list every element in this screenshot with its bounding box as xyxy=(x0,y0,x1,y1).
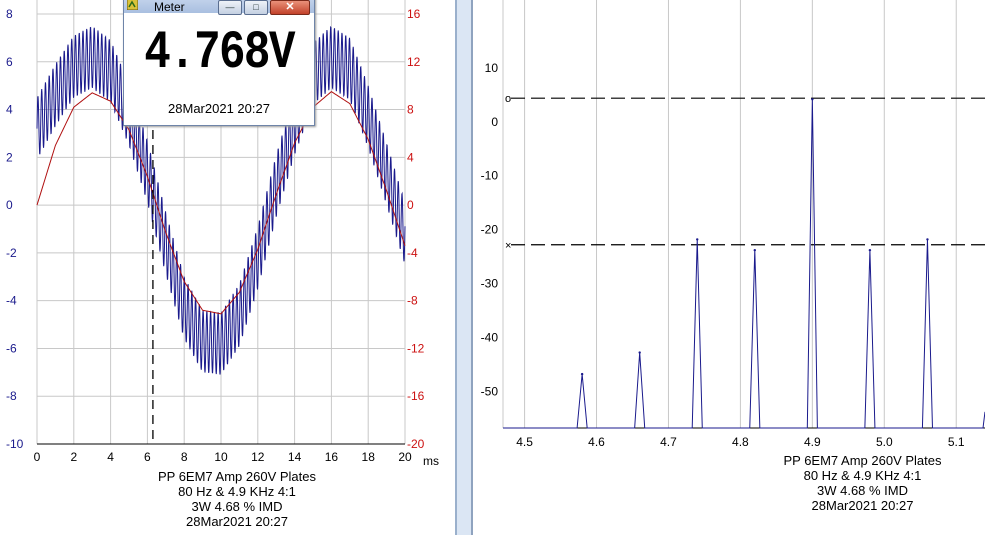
y-tick-label: -10 xyxy=(481,169,499,183)
right-y-tick-label: -12 xyxy=(407,341,425,355)
x-axis-unit: ms xyxy=(423,454,439,468)
right-y-tick-label: -4 xyxy=(407,246,418,260)
caption-line: 80 Hz & 4.9 KHz 4:1 xyxy=(178,484,296,499)
y-tick-label: 0 xyxy=(491,115,498,129)
left-y-tick-label: 0 xyxy=(6,198,13,212)
level-marker-symbol: × xyxy=(505,240,511,252)
right-y-tick-label: 4 xyxy=(407,150,414,164)
x-tick-label: 4.6 xyxy=(588,435,605,449)
spectrum-peak xyxy=(696,238,699,241)
spectrum-trace xyxy=(503,99,985,429)
left-y-tick-label: 2 xyxy=(6,150,13,164)
y-tick-label: -20 xyxy=(481,223,499,237)
meter-timestamp: 28Mar2021 20:27 xyxy=(168,101,270,116)
spectrum-peak xyxy=(753,248,756,252)
left-y-tick-label: 6 xyxy=(6,55,13,69)
x-tick-label: 6 xyxy=(144,450,151,464)
series-modulated-signal xyxy=(36,25,406,375)
minimize-button[interactable]: — xyxy=(218,0,242,15)
meter-window[interactable]: Meter — □ ✕ 4.768V 28Mar2021 20:27 xyxy=(123,0,315,126)
x-tick-label: 4.8 xyxy=(732,435,749,449)
x-tick-label: 0 xyxy=(34,450,41,464)
spectrum-chart: 10 0 -10 -20 -30 -40 -50 4.5 4.6 4.7 4.8 4.9 5.0 5.1 o… xyxy=(481,0,985,449)
x-tick-label: 10 xyxy=(214,450,228,464)
caption-line: 3W 4.68 % IMD xyxy=(816,483,909,498)
spectrum-peak xyxy=(811,98,814,101)
left-y-tick-label: -4 xyxy=(6,294,17,308)
x-tick-label: 4.5 xyxy=(516,435,533,449)
x-tick-label: 5.0 xyxy=(876,435,893,449)
y-tick-label: -40 xyxy=(481,330,499,344)
pane-splitter[interactable] xyxy=(455,0,475,535)
right-y-tick-label: -16 xyxy=(407,389,425,403)
caption-line: 28Mar2021 20:27 xyxy=(186,514,288,529)
close-button[interactable]: ✕ xyxy=(270,0,310,15)
x-tick-label: 8 xyxy=(181,450,188,464)
x-tick-label: 4.9 xyxy=(804,435,821,449)
spectrum-peak xyxy=(580,372,584,376)
time-chart-caption: PP 6EM7 Amp 260V Plates 80 Hz & 4.9 KHz … xyxy=(72,469,402,529)
x-tick-label: 4.7 xyxy=(660,435,677,449)
caption-line: 3W 4.68 % IMD xyxy=(191,499,283,514)
left-y-tick-label: -10 xyxy=(6,437,24,451)
left-y-tick-label: -6 xyxy=(6,341,17,355)
spectrum-chart-caption: PP 6EM7 Amp 260V Plates 80 Hz & 4.9 KHz … xyxy=(700,453,985,513)
left-y-tick-label: -2 xyxy=(6,246,17,260)
y-tick-label: 10 xyxy=(485,61,499,75)
caption-line: 80 Hz & 4.9 KHz 4:1 xyxy=(803,468,922,483)
right-y-tick-label: -8 xyxy=(407,294,418,308)
right-y-tick-label: 0 xyxy=(407,198,414,212)
maximize-button[interactable]: □ xyxy=(244,0,268,15)
x-tick-label: 18 xyxy=(362,450,376,464)
caption-line: PP 6EM7 Amp 260V Plates xyxy=(783,453,942,468)
x-tick-label: 20 xyxy=(398,450,412,464)
left-y-tick-label: 8 xyxy=(6,7,13,21)
spectrum-peak xyxy=(638,351,641,354)
right-y-tick-label: 12 xyxy=(407,55,421,69)
spectrum-peak xyxy=(868,248,872,252)
x-tick-label: 16 xyxy=(325,450,339,464)
meter-titlebar[interactable]: Meter — □ ✕ xyxy=(124,0,314,15)
x-tick-label: 2 xyxy=(70,450,77,464)
y-tick-label: -50 xyxy=(481,384,499,398)
caption-line: PP 6EM7 Amp 260V Plates xyxy=(157,469,317,484)
left-y-tick-label: -8 xyxy=(6,389,17,403)
y-tick-label: -30 xyxy=(481,277,499,291)
meter-reading: 4.768V xyxy=(144,23,295,84)
spectrum-peak xyxy=(926,238,929,241)
x-tick-label: 5.1 xyxy=(948,435,965,449)
right-y-tick-label: -20 xyxy=(407,437,425,451)
series-reference-sine xyxy=(36,91,406,315)
caption-line: 28Mar2021 20:27 xyxy=(811,498,914,513)
meter-title: Meter xyxy=(154,0,185,14)
meter-app-icon xyxy=(127,0,138,10)
x-tick-label: 12 xyxy=(251,450,265,464)
x-tick-label: 14 xyxy=(288,450,302,464)
right-y-tick-label: 16 xyxy=(407,7,421,21)
level-marker-symbol: o xyxy=(505,93,511,105)
right-y-tick-label: 8 xyxy=(407,103,414,117)
x-tick-label: 4 xyxy=(107,450,114,464)
left-y-tick-label: 4 xyxy=(6,103,13,117)
